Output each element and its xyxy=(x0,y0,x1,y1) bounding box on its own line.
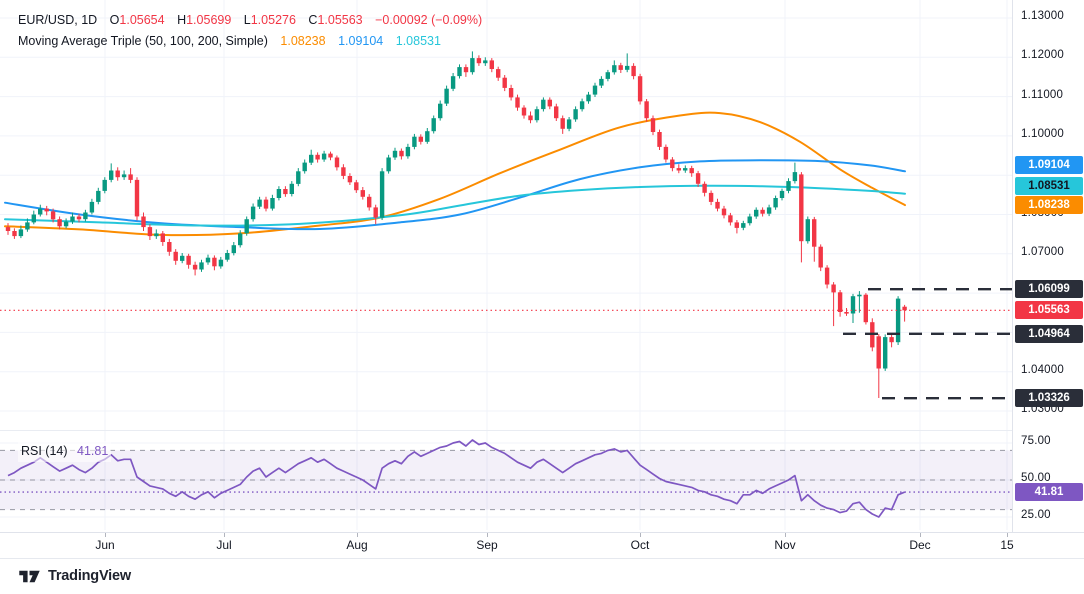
rsi-indicator-title[interactable]: RSI (14) xyxy=(21,444,68,458)
close-key: C xyxy=(308,13,318,27)
price-axis-label: 1.10000 xyxy=(1021,127,1064,140)
time-axis-label: 15 xyxy=(1000,538,1014,552)
high-value: 1.05699 xyxy=(186,13,232,27)
time-axis-label: Jul xyxy=(216,538,232,552)
tradingview-logo-text: TradingView xyxy=(48,568,131,584)
price-axis-label: 1.13000 xyxy=(1021,10,1064,22)
price-axis-label: 1.07000 xyxy=(1021,245,1064,258)
time-axis-label: Sep xyxy=(476,538,498,552)
time-axis-tick xyxy=(224,533,225,537)
tradingview-logo-icon xyxy=(19,570,40,582)
bottom-bar: TradingView xyxy=(18,563,131,589)
open-key: O xyxy=(109,13,120,27)
rsi-axis-label: 50.00 xyxy=(1021,472,1051,484)
time-axis-tick xyxy=(785,533,786,537)
high-key: H xyxy=(177,13,187,27)
price-axis-badge: 1.09104 xyxy=(1015,156,1083,175)
time-axis-tick xyxy=(920,533,921,537)
time-axis-label: Jun xyxy=(95,538,115,552)
price-axis-badge: 1.05563 xyxy=(1015,301,1083,320)
time-axis[interactable]: Jun Jul Aug Sep Oct Nov Dec 15 xyxy=(0,532,1084,559)
price-axis[interactable]: 1.130001.120001.110001.100001.080001.070… xyxy=(1012,0,1084,532)
tradingview-logo[interactable]: TradingView xyxy=(18,567,131,586)
chart-legend: EUR/USD, 1D O1.05654 H1.05699 L1.05276 C… xyxy=(18,10,482,52)
ma-indicator-title[interactable]: Moving Average Triple (50, 100, 200, Sim… xyxy=(18,34,268,48)
price-axis-label: 1.12000 xyxy=(1021,49,1064,62)
rsi-legend-row[interactable]: RSI (14) 41.81 xyxy=(18,441,112,462)
time-axis-tick xyxy=(357,533,358,537)
low-value: 1.05276 xyxy=(250,13,296,27)
rsi-axis-label: 75.00 xyxy=(1021,435,1051,447)
time-axis-tick xyxy=(105,533,106,537)
time-axis-label: Oct xyxy=(630,538,650,552)
time-axis-tick xyxy=(1007,533,1008,537)
rsi-value: 41.81 xyxy=(77,444,109,458)
time-axis-label: Dec xyxy=(909,538,931,552)
sma100-value: 1.09104 xyxy=(338,34,384,48)
price-chart-canvas[interactable] xyxy=(0,0,1012,532)
change-value: −0.00092 (−0.09%) xyxy=(375,13,483,27)
rsi-axis-label: 25.00 xyxy=(1021,509,1051,521)
price-axis-label: 1.04000 xyxy=(1021,363,1064,376)
price-axis-label: 1.11000 xyxy=(1021,88,1064,101)
sma50-value: 1.08238 xyxy=(280,34,326,48)
time-axis-tick xyxy=(487,533,488,537)
time-axis-tick xyxy=(640,533,641,537)
price-axis-badge: 1.08238 xyxy=(1015,196,1083,215)
low-key: L xyxy=(243,13,251,27)
close-value: 1.05563 xyxy=(317,13,363,27)
symbol-title[interactable]: EUR/USD, 1D xyxy=(18,13,98,27)
open-value: 1.05654 xyxy=(119,13,165,27)
sma200-value: 1.08531 xyxy=(395,34,441,48)
price-axis-badge: 1.03326 xyxy=(1015,389,1083,408)
time-axis-label: Nov xyxy=(774,538,796,552)
price-axis-badge: 1.06099 xyxy=(1015,280,1083,299)
symbol-legend-row[interactable]: EUR/USD, 1D O1.05654 H1.05699 L1.05276 C… xyxy=(18,10,482,31)
price-axis-badge: 1.08531 xyxy=(1015,176,1083,195)
price-axis-badge: 1.04964 xyxy=(1015,324,1083,343)
pane-separator[interactable] xyxy=(0,430,1084,431)
rsi-axis-badge: 41.81 xyxy=(1015,483,1083,502)
ma-legend-row[interactable]: Moving Average Triple (50, 100, 200, Sim… xyxy=(18,31,482,52)
time-axis-label: Aug xyxy=(346,538,368,552)
